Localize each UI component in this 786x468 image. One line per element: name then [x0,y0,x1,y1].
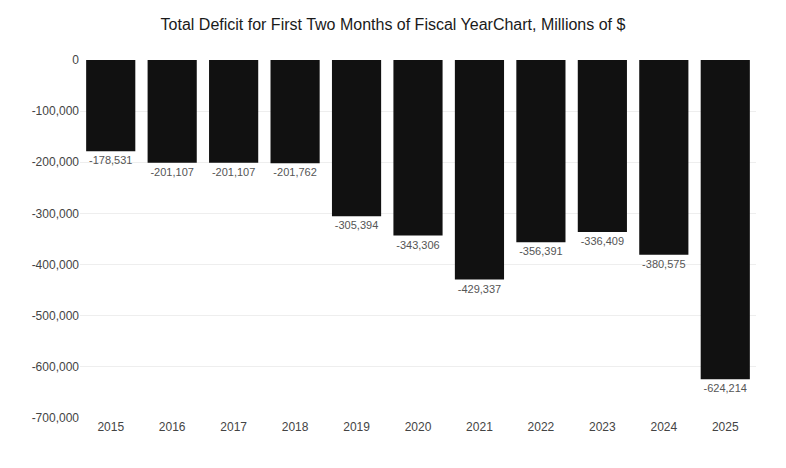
svg-text:2023: 2023 [589,420,616,434]
svg-text:2015: 2015 [97,420,124,434]
svg-text:2019: 2019 [343,420,370,434]
svg-text:2018: 2018 [282,420,309,434]
svg-text:2021: 2021 [466,420,493,434]
svg-text:2022: 2022 [528,420,555,434]
svg-text:-201,107: -201,107 [150,166,193,178]
svg-text:-200,000: -200,000 [32,155,80,169]
svg-text:-380,575: -380,575 [642,258,685,270]
svg-text:-201,762: -201,762 [273,166,316,178]
svg-text:-700,000: -700,000 [32,411,80,425]
svg-text:2017: 2017 [220,420,247,434]
svg-text:-100,000: -100,000 [32,104,80,118]
svg-text:-624,214: -624,214 [704,382,747,394]
svg-text:-336,409: -336,409 [581,235,624,247]
svg-text:0: 0 [72,53,79,67]
svg-text:-178,531: -178,531 [89,154,132,166]
svg-text:2016: 2016 [159,420,186,434]
svg-text:-300,000: -300,000 [32,207,80,221]
svg-text:-201,107: -201,107 [212,166,255,178]
svg-text:-600,000: -600,000 [32,360,80,374]
svg-text:-429,337: -429,337 [458,283,501,295]
svg-text:-343,306: -343,306 [396,239,439,251]
svg-text:Total Deficit for First Two Mo: Total Deficit for First Two Months of Fi… [161,16,626,33]
svg-text:-500,000: -500,000 [32,309,80,323]
svg-text:-356,391: -356,391 [519,245,562,257]
svg-text:2025: 2025 [712,420,739,434]
svg-text:2020: 2020 [405,420,432,434]
svg-text:2024: 2024 [650,420,677,434]
svg-text:-400,000: -400,000 [32,258,80,272]
svg-text:-305,394: -305,394 [335,219,378,231]
